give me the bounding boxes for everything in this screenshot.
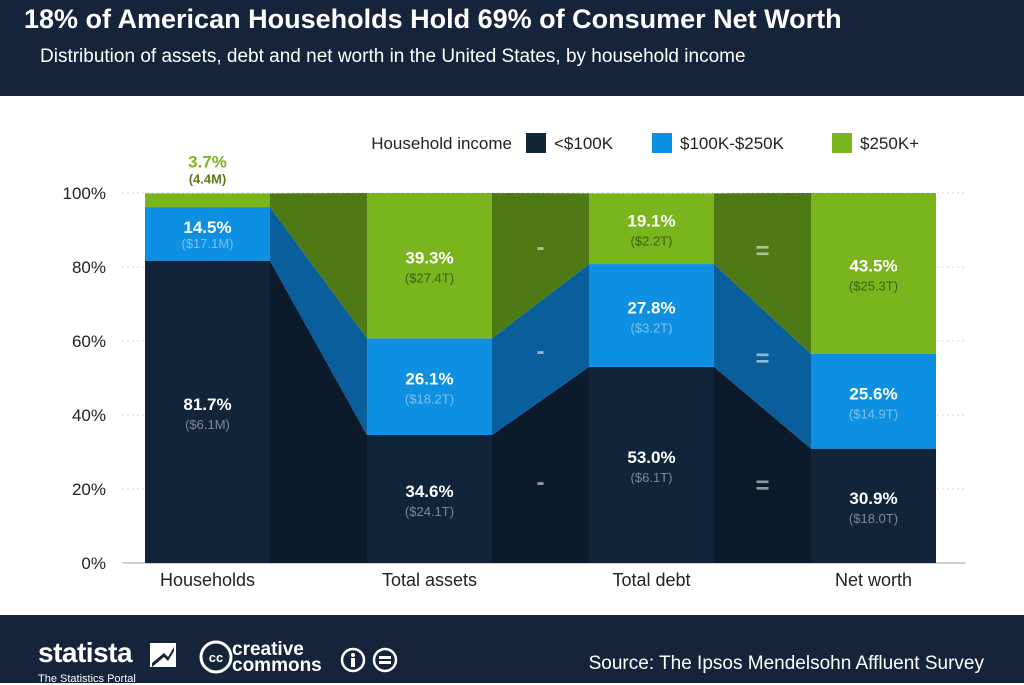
chart-title: 18% of American Households Hold 69% of C… [24,4,842,34]
statista-tagline: The Statistics Portal [38,673,136,685]
operator-symbol: = [755,472,769,499]
y-tick-label: 80% [72,258,106,277]
bar-segment [811,353,936,449]
operator-symbol: = [755,345,769,372]
legend-label: $250K+ [860,134,919,153]
legend-label: <$100K [554,134,614,153]
data-label: 34.6% [405,482,453,501]
y-tick-label: 0% [81,554,106,573]
data-sublabel: ($17.1M) [181,236,233,251]
data-label: 39.3% [405,249,453,268]
data-label: 26.1% [405,370,453,389]
data-label: 19.1% [627,212,675,231]
x-tick-label: Total assets [382,570,477,590]
legend-title: Household income [371,134,512,153]
data-label: 14.5% [183,218,231,237]
legend-label: $100K-$250K [680,134,785,153]
bar-segment [145,260,270,563]
x-tick-label: Households [160,570,255,590]
statista-mark-icon [150,643,176,667]
data-sublabel: ($3.2T) [631,320,673,335]
no-derivatives-icon [372,647,398,673]
data-label: 30.9% [849,489,897,508]
data-sublabel: ($6.1T) [631,470,673,485]
y-tick-label: 20% [72,480,106,499]
connector-band [714,193,811,354]
data-sublabel: ($14.9T) [849,406,898,421]
bar-segment [367,434,492,563]
connector-band [714,366,811,563]
legend-swatch [526,133,546,153]
operator-symbol: - [537,469,545,496]
y-tick-label: 40% [72,406,106,425]
bar-segment [811,193,936,354]
cc-line2: commons [232,655,322,676]
legend-swatch [832,133,852,153]
connector-band [714,264,811,449]
data-sublabel: (4.4M) [189,171,227,186]
data-label: 25.6% [849,384,897,403]
operator-symbol: - [537,338,545,365]
data-sublabel: ($2.2T) [631,234,673,249]
data-label: 3.7% [188,152,227,171]
y-tick-label: 100% [63,184,106,203]
cc-line1: creative [232,639,304,660]
connector-band [270,260,367,563]
bar-segment [589,366,714,563]
data-sublabel: ($6.1M) [185,417,230,432]
bar-segment [589,264,714,367]
svg-text:cc: cc [209,650,223,665]
chart-subtitle: Distribution of assets, debt and net wor… [40,46,746,67]
bar-segment [811,448,936,563]
connector-band [492,264,589,435]
data-sublabel: ($24.1T) [405,504,454,519]
data-label: 53.0% [627,448,675,467]
stacked-bar-chart: 0% 20% 40% 60% 80% 100% - - - = = = 81.7% ($6.1M) 14.5… [0,96,1024,615]
data-label: 27.8% [627,298,675,317]
connector-band [270,193,367,339]
bar-segment [145,207,270,261]
bar-segment [145,193,270,208]
bar-segment [367,193,492,339]
source-note: Source: The Ipsos Mendelsohn Affluent Su… [588,653,984,674]
data-sublabel: ($18.2T) [405,392,454,407]
legend-swatch [652,133,672,153]
attribution-icon [340,647,366,673]
creative-commons-icon[interactable]: cc [198,639,234,675]
connector-band [270,207,367,435]
operator-symbol: = [755,238,769,265]
data-label: 81.7% [183,395,231,414]
connector-band [492,193,589,339]
data-label: 43.5% [849,256,897,275]
bar-segment [367,338,492,435]
data-sublabel: ($25.3T) [849,278,898,293]
data-sublabel: ($18.0T) [849,511,898,526]
footer: statista The Statistics Portal cc creati… [0,615,1024,685]
operator-symbol: - [537,234,545,261]
x-tick-label: Total debt [612,570,690,590]
header: 18% of American Households Hold 69% of C… [0,0,1024,96]
data-sublabel: ($27.4T) [405,271,454,286]
x-tick-label: Net worth [835,570,912,590]
creative-commons-text: creative commons [232,639,322,676]
y-tick-label: 60% [72,332,106,351]
connector-band [492,366,589,563]
bar-segment [589,193,714,265]
statista-logo[interactable]: statista [38,637,133,668]
